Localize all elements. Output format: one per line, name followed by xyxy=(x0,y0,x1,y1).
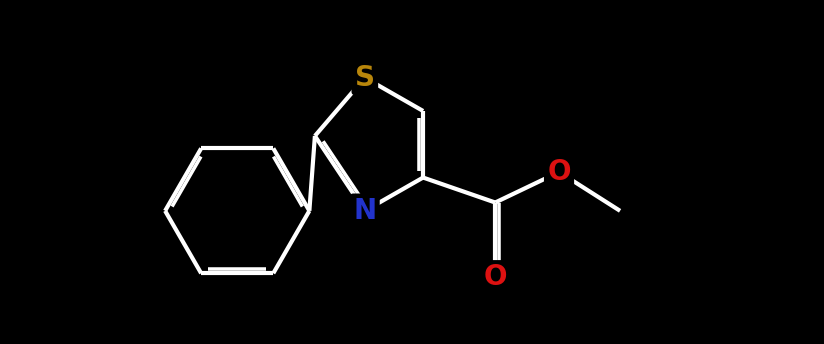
Text: O: O xyxy=(547,158,571,186)
Text: O: O xyxy=(484,264,507,291)
Text: S: S xyxy=(355,64,375,92)
Text: N: N xyxy=(353,197,377,225)
